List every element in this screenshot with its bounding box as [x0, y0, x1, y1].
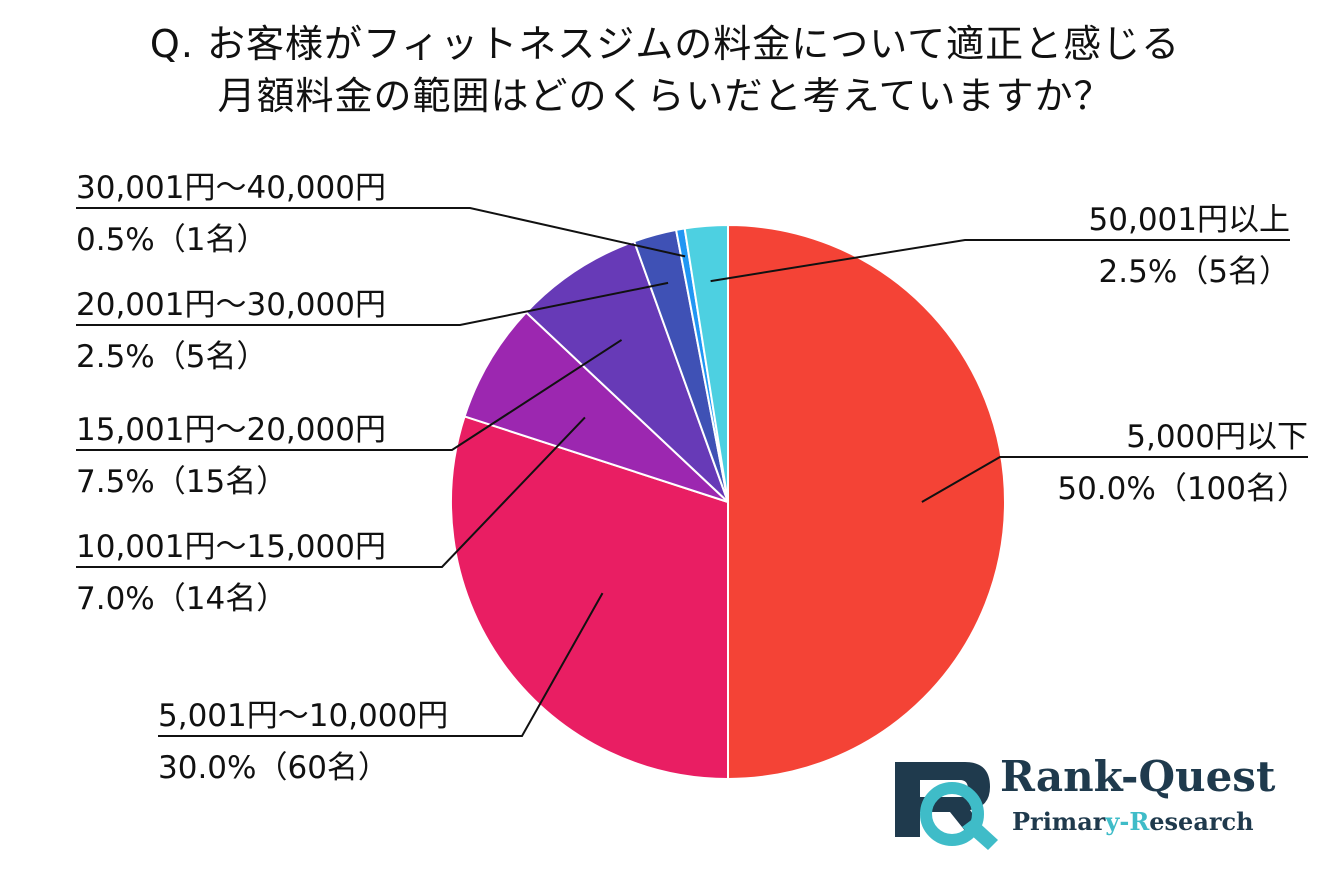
leader-line-5	[76, 207, 686, 258]
leader-lines	[76, 207, 1308, 737]
logo-sub-4: esearch	[1149, 807, 1254, 836]
logo-sub-1: Primar	[1012, 807, 1106, 836]
logo-name: Rank-Quest	[1000, 752, 1276, 801]
logo-text: Rank-Quest Primary-Research	[1000, 752, 1275, 842]
leader-line-2	[76, 416, 586, 568]
logo-sub-3: R	[1129, 807, 1150, 836]
logo-sub-2: y-	[1105, 807, 1130, 836]
pie-slice-0	[727, 223, 1006, 781]
leader-line-1	[158, 592, 604, 737]
slice-label-1: 5,001円～10,000円	[158, 698, 448, 734]
rank-quest-logo-icon	[895, 762, 998, 850]
chart-title-line-2: 月額料金の範囲はどのくらいだと考えていますか？	[217, 74, 1113, 118]
pie-slice-2	[463, 310, 729, 503]
slice-label-6: 50,001円以上	[1089, 202, 1290, 238]
slice-value-3: 7.5%（15名）	[76, 464, 287, 500]
pie-slice-1	[450, 415, 729, 781]
leader-line-4	[76, 281, 669, 326]
slice-value-4: 2.5%（5名）	[76, 339, 267, 375]
slice-labels: 5,000円以下 50.0%（100名） 5,001円～10,000円 30.0%（6…	[76, 170, 1308, 786]
chart-title: Q. お客様がフィットネスジムの料金について適正と感じる 月額料金の範囲はどのく…	[0, 18, 1330, 122]
slice-label-3: 15,001円～20,000円	[76, 412, 386, 448]
pie-slice-6	[683, 223, 729, 503]
logo-subtitle: Primary-Research	[1012, 802, 1275, 842]
slice-value-2: 7.0%（14名）	[76, 581, 287, 617]
pie-slices	[450, 223, 1006, 781]
leader-line-0	[921, 456, 1308, 503]
slice-label-5: 30,001円～40,000円	[76, 170, 386, 206]
slice-value-1: 30.0%（60名）	[158, 750, 389, 786]
slice-value-6: 2.5%（5名）	[1099, 254, 1290, 290]
leader-line-6	[710, 239, 1290, 283]
leader-line-3	[76, 339, 623, 451]
pie-slice-3	[524, 240, 729, 503]
slice-label-0: 5,000円以下	[1126, 419, 1308, 455]
chart-title-line-1: Q. お客様がフィットネスジムの料金について適正と感じる	[149, 22, 1181, 66]
slice-value-0: 50.0%（100名）	[1057, 471, 1308, 507]
slice-label-2: 10,001円～15,000円	[76, 529, 386, 565]
slice-value-5: 0.5%（1名）	[76, 222, 267, 258]
slice-label-4: 20,001円～30,000円	[76, 287, 386, 323]
